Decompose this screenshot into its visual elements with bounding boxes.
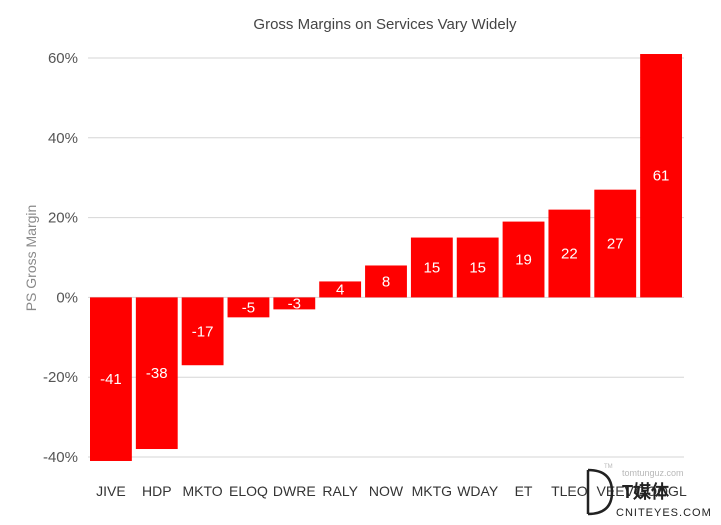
x-tick-label: MKTG (412, 483, 452, 499)
data-label: -38 (146, 365, 168, 382)
y-tick-label: 40% (48, 130, 78, 147)
watermark-brand-en: CNITEYES.COM (616, 507, 712, 519)
x-tick-label: HDP (142, 483, 172, 499)
y-axis-ticks: 60% 40% 20% 0% -20% -40% (43, 50, 78, 466)
data-label: 22 (561, 246, 578, 263)
x-tick-label: ET (515, 483, 533, 499)
data-label: 61 (653, 168, 670, 185)
watermark-brand-cn: T媒体 (622, 481, 670, 502)
data-label: 4 (336, 281, 344, 298)
bar (181, 297, 224, 366)
x-tick-label: TLEO (551, 483, 588, 499)
bar (135, 297, 178, 450)
y-tick-label: -20% (43, 369, 78, 386)
data-label: 27 (607, 236, 624, 253)
watermark: tomtunguz.com TM T媒体 CNITEYES.COM (586, 464, 712, 519)
data-labels: -41 -38 -17 -5 -3 4 8 15 15 19 22 27 61 (100, 168, 669, 388)
x-tick-label: NOW (369, 483, 404, 499)
bar (410, 237, 453, 298)
y-tick-label: 0% (56, 289, 78, 306)
bar (273, 297, 316, 310)
bar (365, 265, 407, 298)
y-tick-label: 60% (48, 50, 78, 67)
x-tick-label: WDAY (457, 483, 499, 499)
data-label: 19 (515, 251, 532, 268)
watermark-trademark: TM (604, 464, 613, 470)
x-tick-label: DWRE (273, 483, 316, 499)
chart-title: Gross Margins on Services Vary Widely (253, 16, 517, 33)
y-axis-label: PS Gross Margin (23, 205, 39, 312)
data-label: -41 (100, 371, 122, 388)
data-label: 15 (469, 259, 486, 276)
watermark-logo-icon (586, 468, 614, 516)
bar (502, 221, 545, 298)
x-tick-label: JIVE (96, 483, 126, 499)
data-label: -5 (242, 299, 255, 316)
x-tick-label: RALY (322, 483, 358, 499)
watermark-site: tomtunguz.com (622, 468, 684, 478)
y-tick-label: -40% (43, 449, 78, 466)
data-label: 8 (382, 273, 390, 290)
data-label: -3 (288, 295, 301, 312)
bar (227, 297, 270, 318)
x-tick-label: ELOQ (229, 483, 268, 499)
y-tick-label: 20% (48, 210, 78, 227)
x-tick-label: GOOGL (635, 483, 687, 499)
bars (90, 54, 682, 461)
x-tick-label: VEEV (597, 483, 635, 499)
data-label: 15 (424, 259, 441, 276)
bar (456, 237, 499, 298)
bar (548, 209, 591, 298)
bar (319, 281, 362, 298)
bar (90, 297, 132, 461)
x-tick-label: MKTO (183, 483, 223, 499)
x-axis-ticks: JIVE HDP MKTO ELOQ DWRE RALY NOW MKTG WDAY ET TLEO… (96, 483, 687, 499)
bar (640, 54, 682, 298)
data-label: -17 (192, 323, 214, 340)
bar (594, 189, 637, 298)
